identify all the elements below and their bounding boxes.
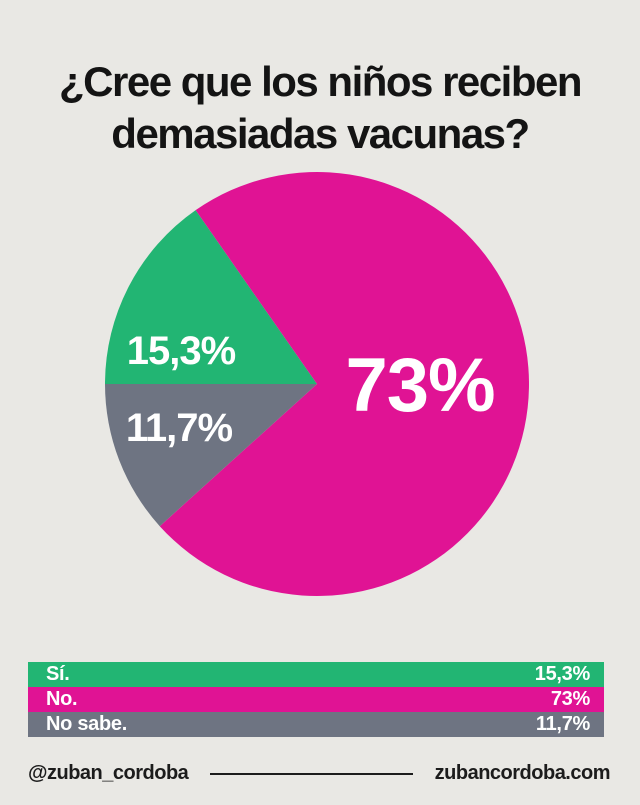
legend-value: 11,7%: [535, 713, 590, 735]
pie-slice-2: [105, 384, 317, 527]
legend-label: No.: [46, 688, 78, 710]
pie-slice-1: [159, 172, 529, 597]
pie-slice-label-si: 15,3%: [127, 329, 236, 373]
legend-value: 15,3%: [534, 663, 591, 685]
page-title-line2: demasiadas vacunas?: [111, 109, 530, 157]
legend-value: 73%: [550, 688, 590, 710]
footer-social-handle: @zuban_cordoba: [28, 762, 189, 784]
footer: @zuban_cordoba zubancordoba.com: [28, 762, 611, 785]
page-title: ¿Cree que los niños reciben demasiadas v…: [0, 56, 640, 159]
legend-label: Sí.: [46, 663, 70, 685]
footer-divider-line: [210, 772, 413, 775]
page-title-line1: ¿Cree que los niños reciben: [59, 58, 582, 105]
footer-website: zubancordoba.com: [434, 762, 611, 784]
pie-slice-label-nosabe: 11,7%: [126, 406, 233, 450]
pie-slice-label-no: 73%: [345, 343, 494, 428]
legend-label: No sabe.: [46, 713, 127, 735]
legend-row-no: No. 73%: [28, 687, 604, 712]
legend: Sí. 15,3% No. 73% No sabe. 11,7%: [28, 662, 604, 737]
pie-chart: 73% 15,3% 11,7%: [105, 172, 529, 597]
pie-labels: 73% 15,3% 11,7%: [126, 329, 496, 450]
legend-row-nosabe: No sabe. 11,7%: [28, 712, 604, 737]
legend-row-si: Sí. 15,3%: [28, 662, 604, 687]
pie-slice-0: [105, 210, 317, 384]
